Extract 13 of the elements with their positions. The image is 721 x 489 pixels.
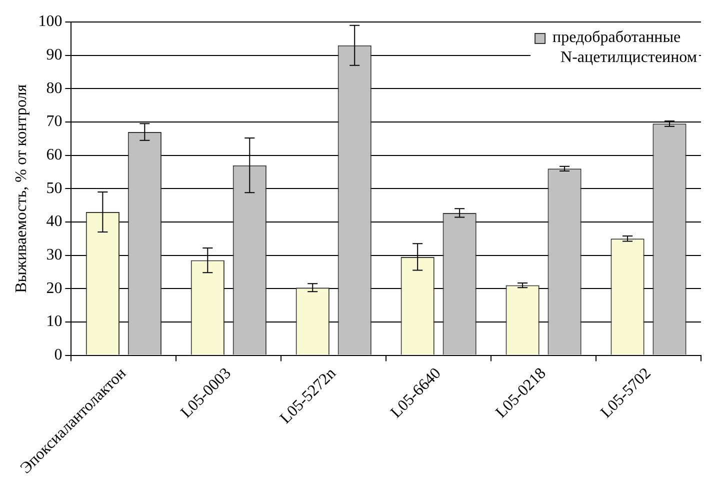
y-tick-label: 100 — [38, 13, 62, 30]
y-axis-title: Выживаемость, % от контроля — [12, 84, 30, 293]
y-tick-label: 60 — [46, 146, 62, 164]
y-tick-label: 90 — [46, 46, 62, 64]
y-tick-label: 30 — [46, 246, 62, 264]
y-tick-label: 20 — [46, 280, 62, 297]
y-tick-label: 40 — [46, 213, 62, 230]
y-tick-label: 80 — [46, 80, 62, 97]
y-tick-label: 0 — [54, 346, 62, 364]
y-tick-label: 10 — [46, 313, 62, 330]
legend-label: предобработанные N-ацетилцистеином — [552, 29, 697, 66]
y-tick-label: 50 — [46, 180, 62, 197]
y-tick-label: 70 — [46, 113, 62, 130]
